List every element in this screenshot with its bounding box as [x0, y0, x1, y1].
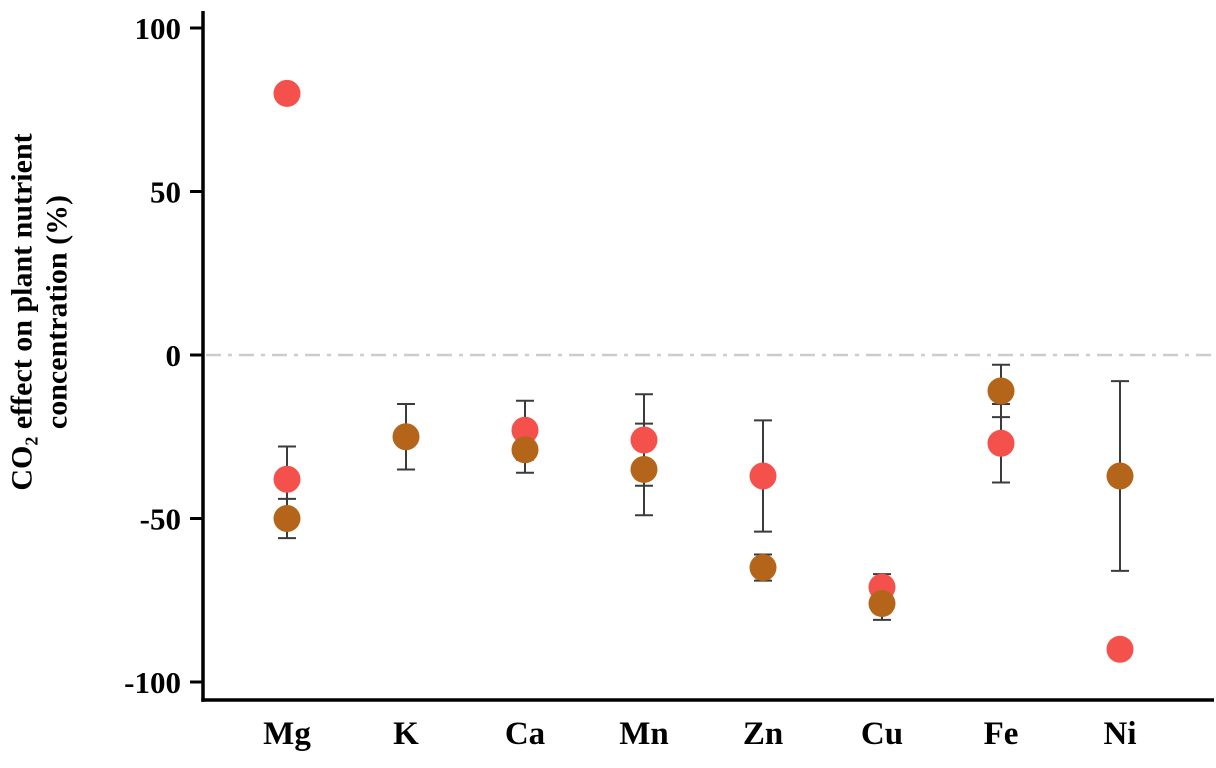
- red-data-point: [1106, 635, 1134, 663]
- brown-data-point: [392, 423, 420, 451]
- red-data-point: [749, 462, 777, 490]
- x-category-label: Zn: [743, 716, 783, 752]
- x-category-label: Cu: [861, 716, 903, 752]
- x-category-label: Mg: [263, 716, 311, 752]
- brown-data-point: [749, 554, 777, 582]
- y-tick-label: -50: [140, 502, 181, 537]
- red-data-point: [987, 429, 1015, 457]
- brown-data-point: [630, 455, 658, 483]
- brown-data-point: [868, 590, 896, 618]
- y-tick-label: -100: [124, 665, 181, 700]
- red-data-point: [630, 426, 658, 454]
- red-data-point: [273, 79, 301, 107]
- red-data-point: [511, 416, 539, 444]
- x-category-label: Ca: [505, 716, 545, 752]
- y-tick-label: 100: [135, 11, 182, 46]
- brown-data-point: [273, 505, 301, 532]
- x-category-label: K: [393, 716, 419, 752]
- red-data-point: [273, 465, 301, 493]
- y-tick-label: 0: [166, 338, 182, 373]
- brown-data-point: [987, 377, 1015, 405]
- brown-data-point: [511, 436, 539, 464]
- x-category-label: Mn: [619, 716, 669, 752]
- brown-data-point: [1106, 462, 1134, 490]
- x-category-label: Ni: [1104, 716, 1137, 752]
- y-tick-label: 50: [150, 175, 181, 210]
- x-category-label: Fe: [984, 716, 1019, 752]
